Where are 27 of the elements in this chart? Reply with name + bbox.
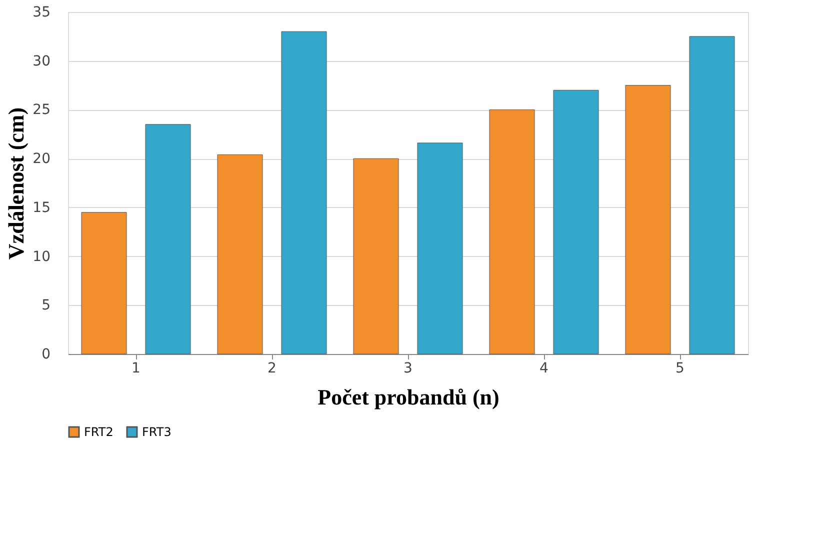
y-tick-label: 5: [42, 298, 50, 314]
bar: [353, 158, 399, 354]
x-tick-label: 1: [132, 360, 140, 376]
x-tick-label: 5: [676, 360, 684, 376]
y-tick-label: 25: [32, 102, 50, 118]
x-axis-title: Počet probandů (n): [318, 384, 500, 410]
y-tick-label: 10: [32, 248, 50, 265]
y-axis-title: Vzdálenost (cm): [4, 107, 29, 260]
y-tick-label: 30: [32, 53, 50, 70]
bar: [553, 90, 599, 354]
x-tick-label: 4: [540, 360, 549, 376]
bar: [281, 31, 327, 354]
legend-label: FRT2: [84, 425, 114, 439]
bar: [217, 154, 263, 354]
x-tick-label: 3: [404, 360, 412, 376]
bar: [489, 109, 535, 354]
bar: [417, 142, 463, 354]
y-tick-label: 0: [42, 346, 50, 362]
x-tick-label: 2: [268, 360, 276, 376]
bar: [81, 212, 127, 354]
legend-label: FRT3: [142, 425, 172, 439]
bar: [145, 124, 191, 354]
y-tick-label: 20: [32, 151, 50, 168]
y-tick-label: 15: [32, 200, 50, 216]
bar: [689, 36, 735, 354]
bar: [625, 85, 671, 354]
y-tick-label: 35: [32, 4, 50, 20]
